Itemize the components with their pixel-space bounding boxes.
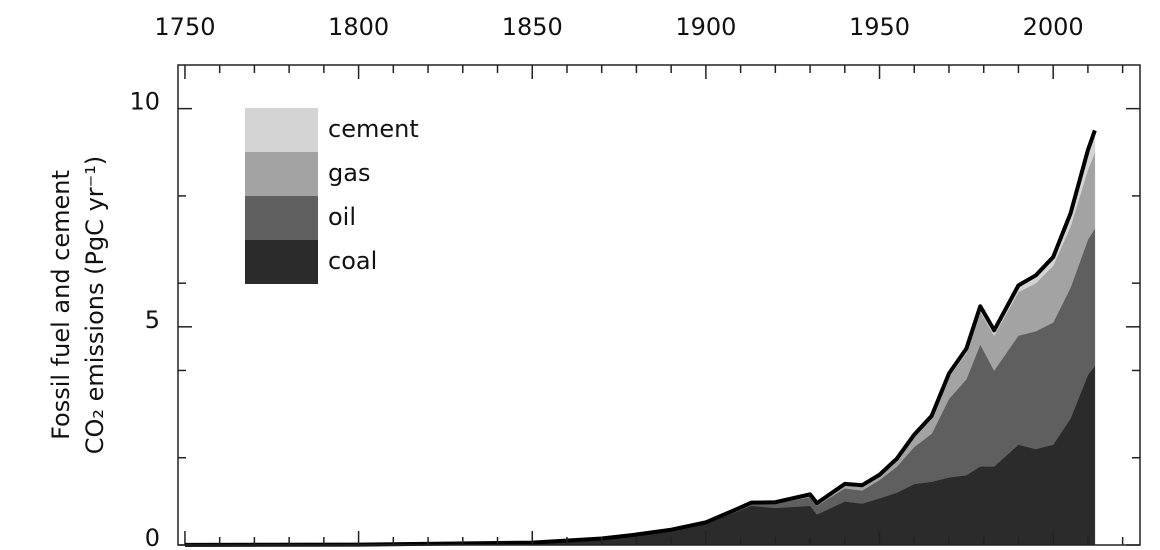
plot-frame bbox=[177, 64, 1141, 546]
legend-swatch bbox=[245, 108, 318, 152]
y-axis-title: Fossil fuel and cement CO₂ emissions (Pg… bbox=[47, 156, 109, 455]
x-tick-label: 2000 bbox=[1023, 13, 1084, 41]
x-tick-label: 1850 bbox=[502, 13, 563, 41]
x-tick-label: 1950 bbox=[849, 13, 910, 41]
legend-swatch bbox=[245, 152, 318, 196]
x-tick-label: 1750 bbox=[154, 13, 215, 41]
total-line bbox=[184, 129, 1097, 547]
x-tick-label: 1900 bbox=[675, 13, 736, 41]
y-tick-label: 10 bbox=[129, 88, 160, 116]
legend-swatch bbox=[245, 240, 318, 284]
legend-label: coal bbox=[328, 247, 377, 275]
y-tick-label: 5 bbox=[145, 306, 160, 334]
legend-label: cement bbox=[328, 115, 419, 143]
legend-swatch bbox=[245, 196, 318, 240]
x-tick-label: 1800 bbox=[328, 13, 389, 41]
y-axis-title-line: Fossil fuel and cement bbox=[47, 170, 75, 440]
y-axis-title-line: CO₂ emissions (PgC yr⁻¹) bbox=[81, 156, 109, 455]
y-tick-label: 0 bbox=[145, 524, 160, 550]
legend-label: gas bbox=[328, 159, 370, 187]
legend-label: oil bbox=[328, 203, 356, 231]
